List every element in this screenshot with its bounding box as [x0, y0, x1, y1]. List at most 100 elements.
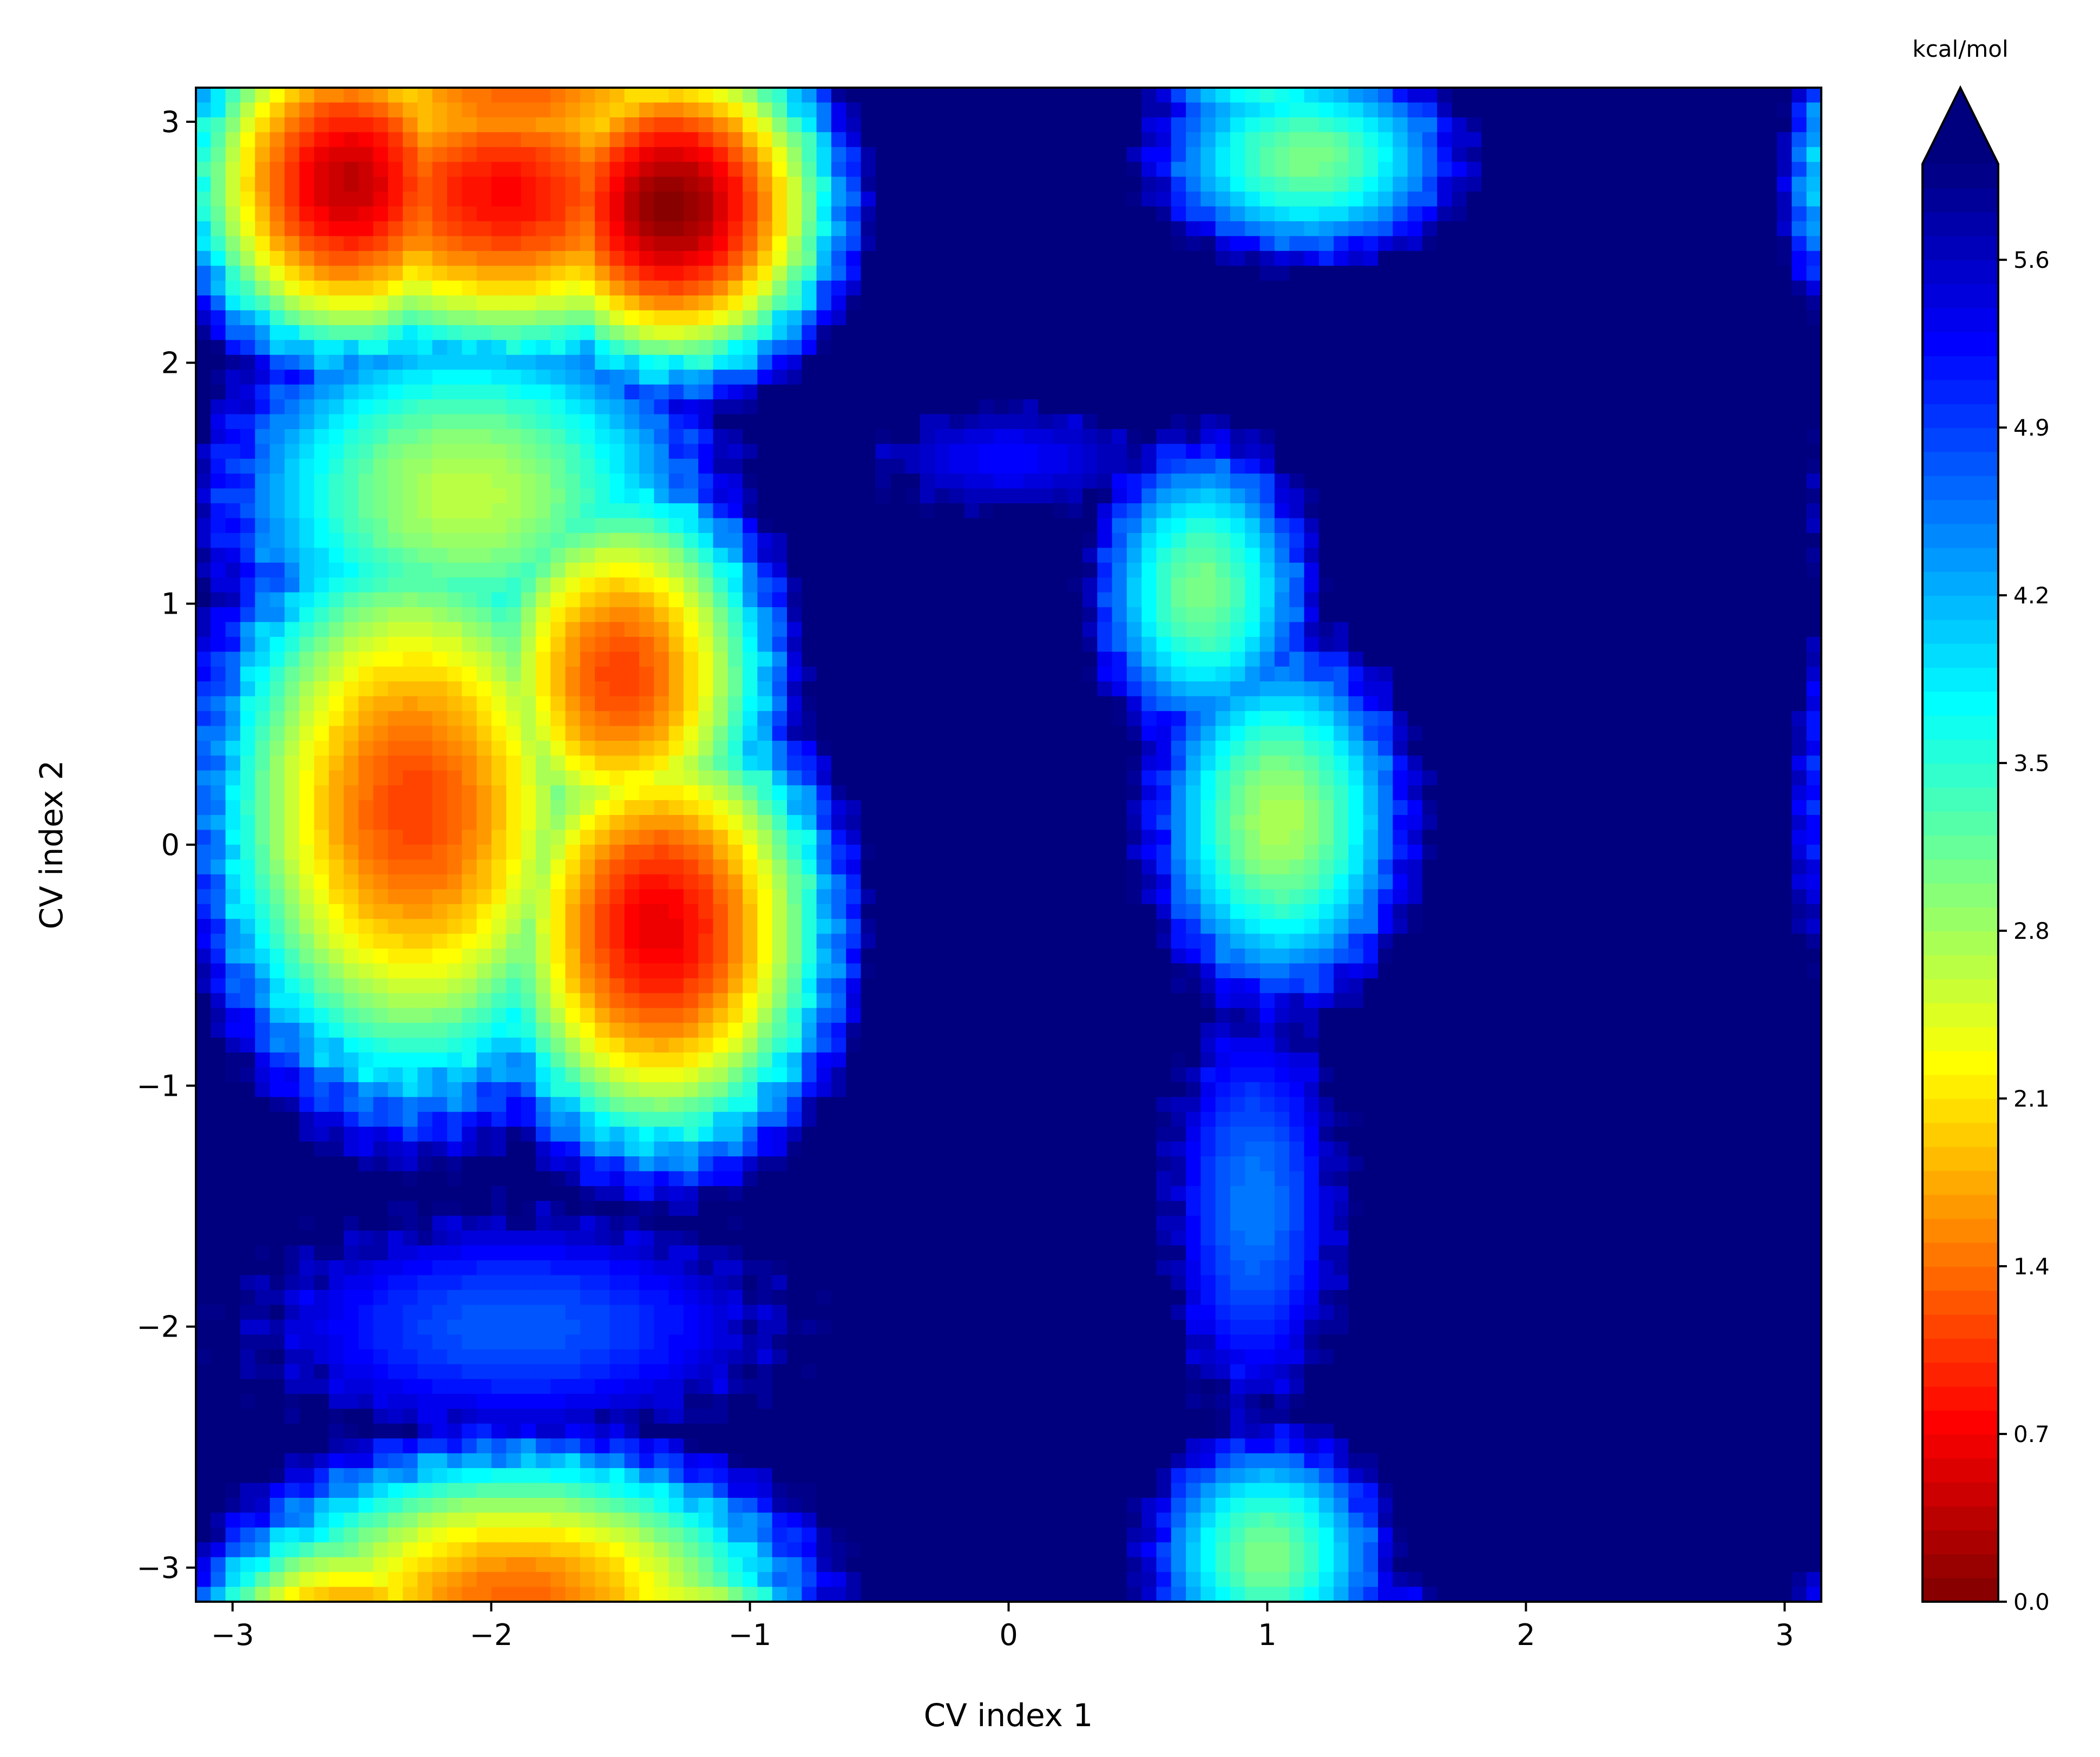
- heatmap-cell: [831, 221, 847, 237]
- heatmap-cell: [1452, 414, 1467, 430]
- heatmap-cell: [1762, 354, 1778, 371]
- heatmap-cell: [1540, 666, 1556, 682]
- heatmap-cell: [314, 102, 330, 118]
- heatmap-cell: [1570, 592, 1586, 608]
- heatmap-cell: [535, 681, 552, 697]
- heatmap-cell: [1674, 102, 1689, 118]
- heatmap-cell: [1614, 102, 1630, 118]
- heatmap-cell: [920, 117, 935, 133]
- heatmap-cell: [462, 354, 477, 371]
- heatmap-cell: [772, 280, 788, 297]
- heatmap-cell: [1304, 681, 1320, 697]
- heatmap-cell: [683, 221, 699, 237]
- heatmap-cell: [344, 592, 359, 608]
- heatmap-cell: [403, 236, 418, 252]
- heatmap-cell: [624, 562, 640, 578]
- heatmap-cell: [1599, 132, 1615, 148]
- heatmap-cell: [1200, 117, 1216, 133]
- heatmap-cell: [1555, 636, 1571, 653]
- heatmap-cell: [920, 162, 935, 177]
- heatmap-cell: [713, 548, 729, 563]
- heatmap-cell: [994, 696, 1009, 712]
- heatmap-cell: [314, 325, 330, 341]
- heatmap-cell: [1008, 132, 1024, 148]
- heatmap-cell: [462, 622, 477, 637]
- heatmap-cell: [1318, 518, 1335, 534]
- heatmap-cell: [1466, 548, 1482, 563]
- heatmap-cell: [787, 399, 803, 415]
- heatmap-cell: [1747, 681, 1763, 697]
- heatmap-cell: [757, 577, 773, 593]
- heatmap-cell: [196, 192, 212, 207]
- heatmap-cell: [1318, 577, 1335, 593]
- heatmap-cell: [1791, 429, 1807, 445]
- heatmap-cell: [211, 147, 226, 163]
- heatmap-cell: [240, 488, 256, 504]
- heatmap-cell: [890, 221, 906, 237]
- heatmap-cell: [1112, 325, 1127, 341]
- heatmap-cell: [1200, 370, 1216, 385]
- heatmap-cell: [949, 236, 965, 252]
- heatmap-cell: [743, 117, 758, 133]
- heatmap-cell: [299, 266, 315, 281]
- heatmap-cell: [595, 370, 611, 385]
- heatmap-cell: [1156, 740, 1172, 756]
- heatmap-cell: [358, 711, 374, 727]
- heatmap-cell: [358, 696, 374, 712]
- heatmap-cell: [816, 444, 832, 459]
- heatmap-cell: [1259, 622, 1275, 637]
- heatmap-cell: [225, 102, 241, 118]
- heatmap-cell: [1038, 162, 1054, 177]
- heatmap-cell: [1215, 622, 1231, 637]
- heatmap-cell: [875, 577, 891, 593]
- heatmap-cell: [624, 696, 640, 712]
- heatmap-cell: [1097, 740, 1113, 756]
- heatmap-cell: [1141, 399, 1157, 415]
- heatmap-cell: [949, 548, 965, 563]
- heatmap-cell: [1348, 221, 1364, 237]
- heatmap-cell: [787, 340, 803, 356]
- heatmap-cell: [255, 162, 271, 177]
- heatmap-cell: [772, 147, 788, 163]
- heatmap-cell: [491, 755, 507, 771]
- heatmap-cell: [1393, 577, 1408, 593]
- heatmap-cell: [1658, 221, 1674, 237]
- heatmap-cell: [255, 577, 271, 593]
- heatmap-cell: [846, 414, 862, 430]
- heatmap-cell: [1762, 562, 1778, 578]
- heatmap-cell: [196, 503, 212, 519]
- heatmap-cell: [1644, 295, 1659, 311]
- heatmap-cell: [1393, 310, 1408, 326]
- heatmap-cell: [491, 310, 507, 326]
- heatmap-cell: [1555, 280, 1571, 297]
- heatmap-cell: [905, 414, 921, 430]
- heatmap-cell: [1038, 354, 1054, 371]
- heatmap-cell: [447, 206, 463, 222]
- heatmap-cell: [787, 102, 803, 118]
- heatmap-cell: [1511, 636, 1526, 653]
- heatmap-cell: [1437, 176, 1453, 193]
- heatmap-cell: [668, 384, 684, 400]
- heatmap-cell: [1230, 117, 1246, 133]
- heatmap-cell: [314, 503, 330, 519]
- heatmap-cell: [1629, 176, 1645, 193]
- heatmap-cell: [875, 711, 891, 727]
- heatmap-cell: [1230, 562, 1246, 578]
- heatmap-cell: [1318, 340, 1335, 356]
- heatmap-cell: [550, 473, 566, 489]
- heatmap-cell: [861, 132, 876, 148]
- heatmap-cell: [284, 192, 300, 207]
- heatmap-cell: [1717, 192, 1734, 207]
- heatmap-cell: [1259, 147, 1275, 163]
- heatmap-cell: [802, 711, 817, 727]
- heatmap-cell: [1599, 221, 1615, 237]
- heatmap-cell: [284, 577, 300, 593]
- heatmap-cell: [255, 488, 271, 504]
- heatmap-cell: [1186, 532, 1202, 549]
- heatmap-cell: [314, 192, 330, 207]
- heatmap-cell: [1688, 414, 1704, 430]
- heatmap-cell: [1806, 518, 1822, 534]
- heatmap-cell: [344, 295, 359, 311]
- heatmap-cell: [1245, 473, 1261, 489]
- heatmap-cell: [1540, 607, 1556, 623]
